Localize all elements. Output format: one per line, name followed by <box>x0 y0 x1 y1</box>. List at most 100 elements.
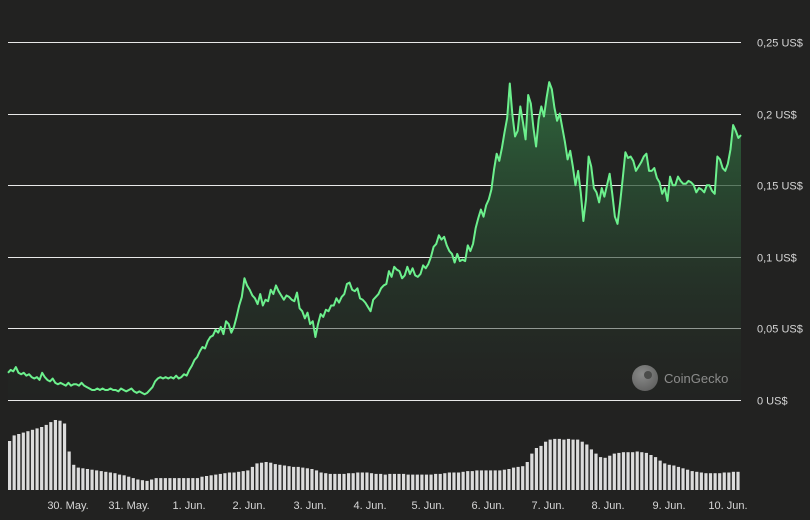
volume-bar <box>218 473 222 490</box>
volume-bar <box>287 466 291 490</box>
volume-bar <box>612 453 616 490</box>
y-tick-label: 0,15 US$ <box>757 181 803 193</box>
watermark-text: CoinGecko <box>664 371 728 386</box>
volume-bar <box>498 470 502 490</box>
volume-bar <box>631 452 635 490</box>
volume-bar <box>95 470 99 490</box>
volume-bar <box>420 474 424 490</box>
x-tick-label: 8. Jun. <box>591 500 624 512</box>
volume-bar <box>356 472 360 490</box>
volume-bar <box>443 473 447 490</box>
price-area-fill <box>8 82 741 400</box>
volume-bar <box>383 474 387 490</box>
volume-bar <box>388 473 392 490</box>
price-area <box>7 81 742 400</box>
volume-bar <box>553 438 557 490</box>
price-line <box>7 81 742 396</box>
volume-bar <box>40 427 44 490</box>
volume-bar <box>736 471 740 490</box>
volume-bar <box>278 464 282 490</box>
volume-bars <box>8 420 740 490</box>
volume-bar <box>722 472 726 490</box>
volume-bar <box>255 463 259 490</box>
volume-bar <box>507 469 511 490</box>
volume-bar <box>104 471 108 490</box>
volume-bar <box>484 470 488 490</box>
volume-bar <box>718 473 722 490</box>
volume-bar <box>81 468 85 490</box>
volume-bar <box>209 475 213 490</box>
volume-bar <box>617 452 621 490</box>
volume-bar <box>447 472 451 490</box>
x-tick-label: 9. Jun. <box>652 500 685 512</box>
volume-bar <box>594 453 598 490</box>
volume-bar <box>704 473 708 490</box>
volume-bar <box>429 474 433 490</box>
volume-bar <box>392 473 396 490</box>
volume-bar <box>585 444 589 490</box>
volume-bar <box>140 480 145 490</box>
volume-bar <box>204 476 209 490</box>
volume-bar <box>516 466 520 490</box>
volume-bar <box>324 473 328 490</box>
x-tick-label: 30. May. <box>47 500 88 512</box>
coingecko-logo-icon <box>632 365 658 391</box>
volume-bar <box>456 472 461 490</box>
volume-bar <box>576 439 580 490</box>
volume-bar <box>626 452 630 490</box>
volume-bar <box>644 452 648 490</box>
coingecko-watermark: CoinGecko <box>632 365 728 391</box>
volume-bar <box>708 473 713 490</box>
volume-bar <box>72 464 76 490</box>
volume-bar <box>603 457 607 490</box>
volume-bar <box>44 424 48 490</box>
volume-bar <box>35 428 39 490</box>
coingecko-logo-eye-icon <box>644 371 652 379</box>
volume-bar <box>30 429 35 490</box>
volume-bar <box>269 462 273 490</box>
volume-bar <box>690 471 694 490</box>
volume-bar <box>640 452 644 490</box>
volume-bar <box>319 472 323 490</box>
volume-bar <box>489 470 493 490</box>
volume-bar <box>58 420 62 490</box>
volume-bar <box>653 457 658 490</box>
volume-bar <box>511 467 516 490</box>
volume-bar <box>117 474 122 490</box>
volume-bar <box>676 466 681 490</box>
y-tick-label: 0,1 US$ <box>757 253 797 265</box>
volume-bar <box>397 473 401 490</box>
volume-bar <box>589 449 593 490</box>
volume-bar <box>534 448 539 490</box>
volume-bar <box>621 452 626 490</box>
volume-bar <box>305 468 309 490</box>
x-tick-label: 4. Jun. <box>353 500 386 512</box>
volume-bar <box>598 457 603 490</box>
volume-bar <box>727 472 731 490</box>
volume-bar <box>406 474 410 490</box>
volume-bar <box>374 473 378 490</box>
volume-bar <box>273 464 277 490</box>
volume-bar <box>539 445 543 490</box>
volume-bar <box>227 472 232 490</box>
volume-bar <box>163 478 167 490</box>
gridlines <box>8 42 741 401</box>
volume-bar <box>649 455 653 490</box>
volume-bar <box>172 478 177 490</box>
volume-bar <box>466 471 470 490</box>
y-tick-label: 0,2 US$ <box>757 110 797 122</box>
y-axis-labels: 0 US$ 0,05 US$ 0,1 US$ 0,15 US$ 0,2 US$ 0,25 … <box>757 38 803 408</box>
volume-bar <box>369 473 374 490</box>
volume-bar <box>136 479 140 490</box>
x-tick-label: 5. Jun. <box>411 500 444 512</box>
volume-bar <box>232 472 236 490</box>
volume-bar <box>150 479 154 490</box>
x-tick-label: 10. Jun. <box>708 500 747 512</box>
volume-bar <box>127 476 131 490</box>
volume-bar <box>672 465 676 490</box>
volume-bar <box>562 439 566 490</box>
volume-bar <box>310 469 314 490</box>
volume-bar <box>246 470 250 490</box>
x-tick-label: 31. May. <box>108 500 149 512</box>
